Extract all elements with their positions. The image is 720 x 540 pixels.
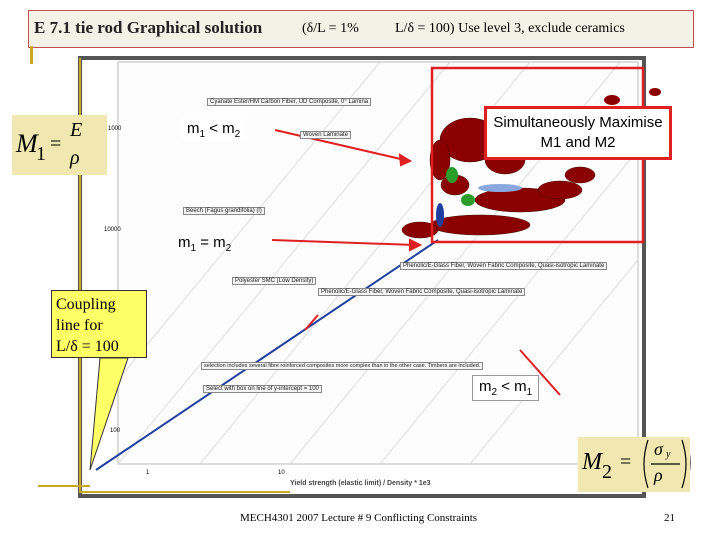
condition: L/δ = 100) Use level 3, exclude ceramics bbox=[395, 21, 625, 36]
subscript: 2 bbox=[225, 243, 232, 254]
formula-numerator-sub: y bbox=[666, 449, 671, 460]
accent-lines bbox=[79, 58, 290, 493]
callout-text: m bbox=[479, 378, 492, 395]
formula-m1: M 1 = E ρ bbox=[12, 115, 107, 175]
subscript: 2 bbox=[234, 129, 241, 140]
material-bubbles-colored bbox=[436, 88, 661, 227]
title: E 7.1 tie rod Graphical solution bbox=[34, 18, 263, 37]
subscript: 2 bbox=[491, 387, 498, 398]
subscript: 1 bbox=[526, 387, 533, 398]
title-accent bbox=[30, 46, 33, 64]
arrows bbox=[271, 129, 561, 396]
formula-numerator: E bbox=[70, 119, 83, 141]
material-label: Woven Laminate bbox=[300, 131, 351, 139]
callout-line: L/δ = 100 bbox=[56, 338, 119, 355]
x-axis-label: Yield strength (elastic limit) / Density… bbox=[290, 480, 431, 487]
subscript: 1 bbox=[190, 243, 197, 254]
callout-line: Coupling bbox=[56, 296, 116, 313]
callout-text: < m bbox=[497, 378, 527, 395]
subscript: 1 bbox=[199, 129, 206, 140]
page-number: 21 bbox=[664, 512, 675, 524]
formula-numerator: σ bbox=[654, 439, 663, 459]
y-tick-label: 1000 bbox=[108, 126, 122, 132]
formula-m2-parens bbox=[643, 439, 687, 489]
formula-equals: = bbox=[50, 133, 62, 155]
callout: Simultaneously Maximise M1 and M2 bbox=[484, 106, 672, 160]
selection-note: Select with box on line of y-intercept =… bbox=[203, 385, 322, 393]
callout-line: line for bbox=[56, 317, 103, 334]
formula-denominator: ρ bbox=[70, 147, 80, 169]
x-tick-label: 1 bbox=[146, 470, 150, 476]
coupling-callout: Coupling line for L/δ = 100 bbox=[51, 290, 147, 358]
formula-symbol: M bbox=[16, 129, 38, 158]
callout-text: < m bbox=[205, 120, 235, 137]
callout-text: m bbox=[178, 234, 191, 251]
material-label: Polyester SMC (Low Density) bbox=[232, 277, 317, 285]
material-label: Beech (Fagus grandifolia) (l) bbox=[183, 207, 265, 215]
formula-m2: M 2 = σ y ρ bbox=[578, 437, 690, 492]
formula-equals: = bbox=[620, 451, 632, 473]
y-tick-label: 10000 bbox=[104, 227, 121, 233]
y-tick-label: 100 bbox=[110, 428, 121, 434]
callout: m1 = m2 bbox=[172, 232, 237, 256]
condition: (δ/L = 1% bbox=[302, 21, 359, 36]
formula-index: 2 bbox=[602, 461, 612, 483]
material-label: Phenolic/E-Glass Fiber, Woven Fabric Com… bbox=[318, 288, 526, 296]
note: selection includes several fibre reinfor… bbox=[201, 362, 484, 370]
material-label: Phenolic/E-Glass Fiber, Woven Fabric Com… bbox=[400, 262, 608, 270]
formula-symbol: M bbox=[582, 449, 602, 475]
formula-index: 1 bbox=[36, 143, 46, 165]
callout: m1 < m2 bbox=[181, 118, 247, 142]
callout-text: m bbox=[187, 120, 200, 137]
selection-line bbox=[95, 239, 439, 471]
formula-denominator: ρ bbox=[654, 465, 663, 485]
footer: MECH4301 2007 Lecture # 9 Conflicting Co… bbox=[240, 512, 478, 524]
callout-text: = m bbox=[196, 234, 226, 251]
callout: m2 < m1 bbox=[472, 375, 540, 401]
material-label: Cyanate Ester/HM Carbon Fiber, UD Compos… bbox=[207, 98, 372, 106]
x-tick-label: 10 bbox=[278, 470, 285, 476]
title-box bbox=[28, 10, 694, 48]
callout-tail bbox=[89, 357, 129, 471]
material-bubbles bbox=[401, 117, 596, 239]
